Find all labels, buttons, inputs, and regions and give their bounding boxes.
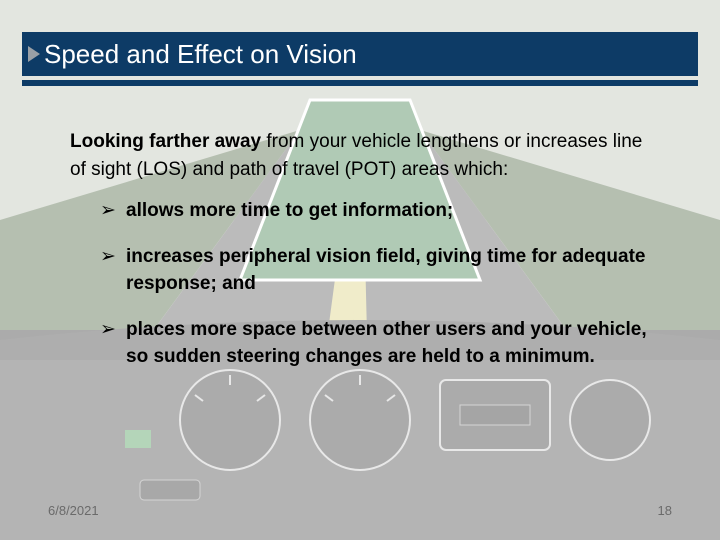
- title-bar: Speed and Effect on Vision: [22, 32, 698, 76]
- footer-date: 6/8/2021: [48, 503, 99, 518]
- bullet-item: allows more time to get information;: [100, 197, 660, 225]
- slide-title: Speed and Effect on Vision: [44, 39, 357, 70]
- slide-content: Speed and Effect on Vision Looking farth…: [0, 0, 720, 540]
- title-underline: [22, 80, 698, 86]
- intro-bold: Looking farther away: [70, 131, 261, 152]
- title-arrow-icon: [28, 46, 40, 62]
- bullet-item: places more space between other users an…: [100, 316, 660, 371]
- bullet-item: increases peripheral vision field, givin…: [100, 243, 660, 298]
- body-text: Looking farther away from your vehicle l…: [70, 128, 660, 389]
- bullet-list: allows more time to get information; inc…: [70, 197, 660, 371]
- intro-paragraph: Looking farther away from your vehicle l…: [70, 128, 660, 183]
- footer-page: 18: [658, 503, 672, 518]
